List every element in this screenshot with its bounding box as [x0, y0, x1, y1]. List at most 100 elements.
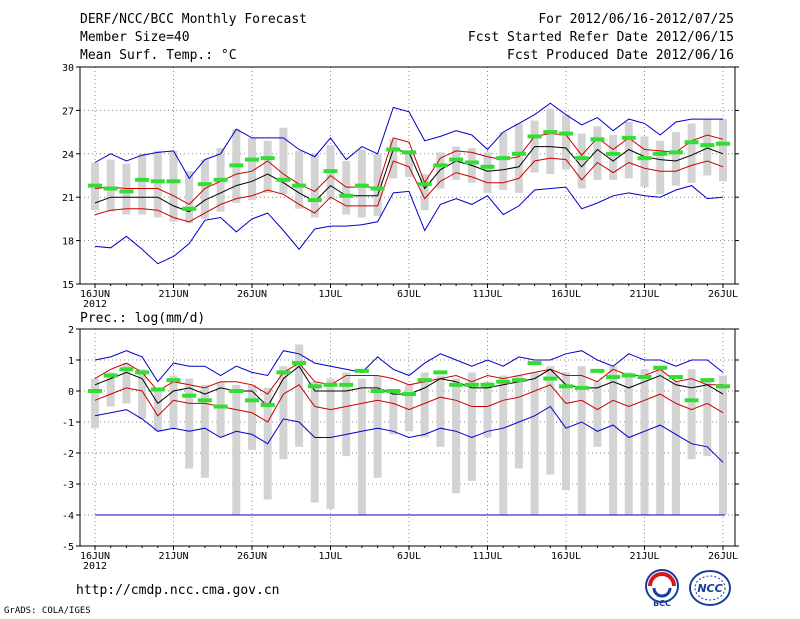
- y-tick-label: 0: [68, 387, 74, 398]
- ensemble-box: [122, 163, 131, 215]
- ensemble-box: [719, 375, 727, 515]
- median-marker: [386, 147, 401, 152]
- median-marker: [527, 134, 542, 139]
- median-marker: [653, 151, 668, 156]
- plot-frame: [79, 66, 736, 285]
- ensemble-box: [577, 366, 586, 515]
- ensemble-box: [122, 363, 131, 404]
- x-tick-label: 6JUL: [397, 551, 421, 562]
- ensemble-box: [295, 150, 304, 209]
- median-marker: [197, 398, 212, 403]
- ensemble-box: [483, 381, 492, 438]
- median-marker: [119, 367, 134, 372]
- median-marker: [684, 140, 699, 145]
- median-marker: [464, 160, 479, 165]
- x-tick-label: 26JUN: [237, 551, 267, 562]
- median-marker: [402, 392, 416, 397]
- ensemble-box: [279, 366, 288, 460]
- ensemble-box: [467, 372, 476, 481]
- y-tick-label: 1: [68, 356, 74, 367]
- member-size: Member Size=40: [80, 30, 190, 45]
- fcst-produced-date: Fcst Produced Date 2012/06/16: [507, 48, 734, 63]
- median-marker: [449, 157, 464, 162]
- median-marker: [668, 375, 683, 380]
- ensemble-box: [609, 366, 618, 515]
- y-tick-label: -1: [62, 418, 74, 429]
- median-marker: [590, 137, 605, 142]
- ensemble-box: [310, 381, 319, 503]
- median-marker: [292, 361, 307, 366]
- median-marker: [527, 361, 542, 366]
- ensemble-box: [546, 108, 555, 175]
- ensemble-box: [342, 372, 351, 457]
- ensemble-box: [546, 366, 555, 475]
- ncc-logo-text: NCC: [697, 582, 722, 595]
- source-url: http://cmdp.ncc.cma.gov.cn: [76, 583, 280, 598]
- median-marker: [684, 398, 699, 403]
- ensemble-box: [263, 140, 272, 193]
- median-marker: [103, 186, 118, 191]
- median-marker: [307, 384, 322, 389]
- ensemble-box: [279, 127, 288, 195]
- ensemble-box: [310, 153, 319, 218]
- median-marker: [700, 378, 715, 383]
- ensemble-box: [91, 378, 99, 429]
- median-marker: [606, 151, 621, 156]
- ensemble-box: [232, 384, 241, 515]
- plot-frame: [79, 328, 736, 547]
- median-marker: [433, 163, 448, 168]
- ensemble-box: [499, 132, 508, 190]
- x-tick-label: 11JUL: [472, 289, 502, 300]
- ensemble-box: [687, 123, 696, 183]
- x-tick-label: 16JUL: [551, 551, 581, 562]
- ensemble-box: [624, 372, 633, 515]
- ensemble-box: [593, 126, 602, 180]
- median-marker: [480, 382, 495, 387]
- ensemble-box: [200, 384, 209, 478]
- median-marker: [716, 384, 730, 389]
- median-marker: [103, 373, 118, 378]
- series-max-line: [94, 350, 724, 383]
- median-marker: [386, 389, 401, 393]
- ensemble-box: [106, 372, 115, 407]
- x-tick-label: 26JUL: [708, 289, 738, 300]
- median-marker: [182, 206, 197, 211]
- x-tick-label: 26JUL: [708, 551, 738, 562]
- ensemble-box: [200, 159, 209, 219]
- ensemble-box: [185, 171, 194, 224]
- temperature-variable-label: Mean Surf. Temp.: °C: [80, 48, 237, 63]
- y-tick-label: 18: [62, 237, 74, 248]
- y-tick-label: -2: [62, 449, 74, 460]
- y-tick-label: 21: [62, 193, 74, 204]
- median-marker: [543, 130, 558, 135]
- ensemble-box: [138, 153, 147, 215]
- median-marker: [182, 393, 197, 398]
- series-min-line: [94, 405, 724, 463]
- median-marker: [700, 143, 715, 148]
- median-marker: [339, 382, 354, 387]
- median-marker: [480, 164, 495, 169]
- ensemble-box: [483, 152, 492, 193]
- x-tick-label: 21JUN: [158, 551, 188, 562]
- median-marker: [260, 156, 275, 161]
- ensemble-box: [357, 149, 366, 218]
- median-marker: [590, 368, 605, 373]
- ensemble-box: [687, 369, 696, 460]
- median-marker: [135, 177, 150, 182]
- median-marker: [449, 382, 464, 387]
- ensemble-box: [106, 159, 115, 212]
- ensemble-box: [656, 369, 665, 515]
- median-marker: [417, 378, 432, 383]
- median-marker: [166, 179, 181, 184]
- median-marker: [559, 384, 573, 389]
- chart-title: DERF/NCC/BCC Monthly Forecast: [80, 12, 307, 27]
- median-marker: [292, 183, 307, 188]
- precipitation-variable-label: Prec.: log(mm/d): [80, 311, 206, 326]
- median-marker: [606, 375, 621, 380]
- ensemble-box: [185, 378, 194, 469]
- ensemble-box: [640, 136, 649, 188]
- y-tick-label: -5: [62, 542, 74, 553]
- x-tick-year-label: 2012: [83, 561, 107, 572]
